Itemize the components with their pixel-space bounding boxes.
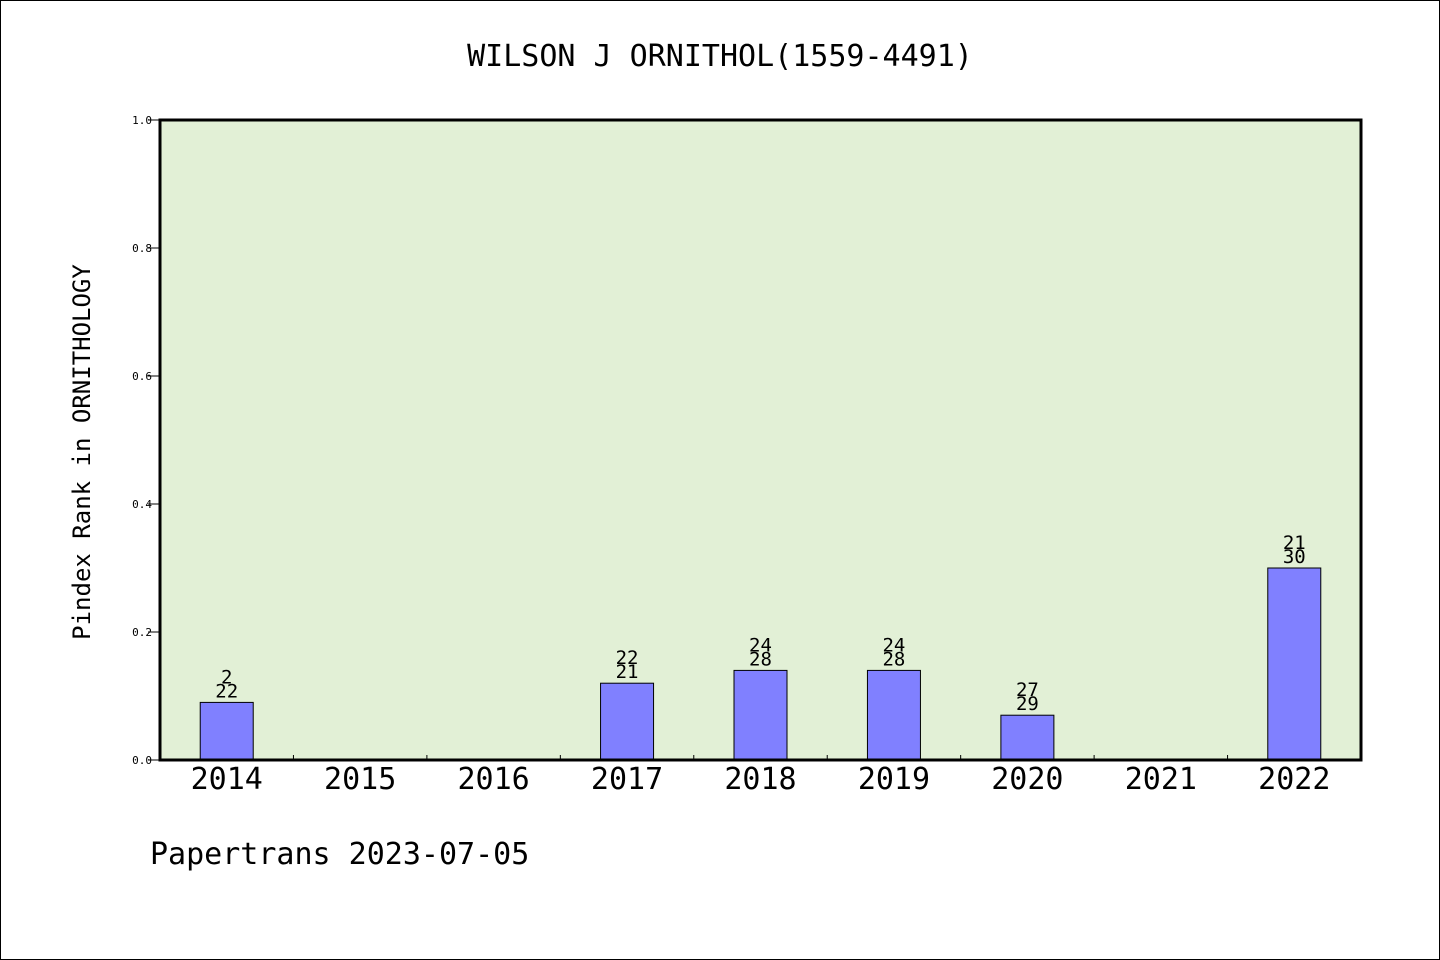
bar-label-top: 2 — [221, 666, 232, 688]
x-tick-label: 2022 — [1258, 762, 1330, 797]
y-tick-label: 1.0 — [132, 114, 152, 127]
plot-border — [158, 118, 1363, 762]
bar — [733, 669, 788, 761]
chart-title: WILSON J ORNITHOL(1559-4491) — [467, 39, 973, 74]
x-tick-label: 2019 — [858, 762, 930, 797]
x-tick-label: 2020 — [991, 762, 1063, 797]
y-axis-label: Pindex Rank in ORNITHOLOGY — [68, 264, 96, 640]
y-tick-label: 0.2 — [132, 626, 152, 639]
y-tick-label: 0.4 — [132, 498, 152, 511]
x-tick-label: 2018 — [724, 762, 796, 797]
bar-label-top: 22 — [616, 647, 639, 669]
x-tick-label: 2015 — [324, 762, 396, 797]
bar-label-bottom: 28 — [749, 648, 772, 670]
bar — [1000, 714, 1055, 761]
bar-label-bottom: 21 — [616, 661, 639, 683]
bar — [1267, 567, 1322, 761]
bar — [600, 682, 655, 761]
bar-label-bottom: 29 — [1016, 693, 1039, 715]
bar-label-bottom: 30 — [1283, 546, 1306, 568]
bar-label-top: 24 — [882, 634, 905, 656]
x-tick-label: 2021 — [1125, 762, 1197, 797]
x-tick-label: 2016 — [457, 762, 529, 797]
y-tick-label: 0.0 — [132, 754, 152, 767]
y-tick-label: 0.8 — [132, 242, 152, 255]
bar — [199, 701, 254, 761]
bar-label-top: 24 — [749, 634, 772, 656]
x-tick-label: 2017 — [591, 762, 663, 797]
footer-credit: Papertrans 2023-07-05 — [150, 837, 529, 872]
bar-label-bottom: 22 — [215, 680, 238, 702]
x-tick-label: 2014 — [191, 762, 263, 797]
bar-label-bottom: 28 — [882, 648, 905, 670]
bar-label-top: 21 — [1283, 532, 1306, 554]
y-axis: 0.0 0.2 0.4 0.6 0.8 1.0 — [132, 114, 160, 767]
bar — [866, 669, 921, 761]
bars-group — [199, 567, 1322, 761]
x-axis: 2014 2015 2016 2017 2018 2019 2020 2021 2022 — [191, 755, 1330, 797]
y-tick-label: 0.6 — [132, 370, 152, 383]
plot-area — [160, 120, 1361, 760]
bar-label-top: 27 — [1016, 679, 1039, 701]
